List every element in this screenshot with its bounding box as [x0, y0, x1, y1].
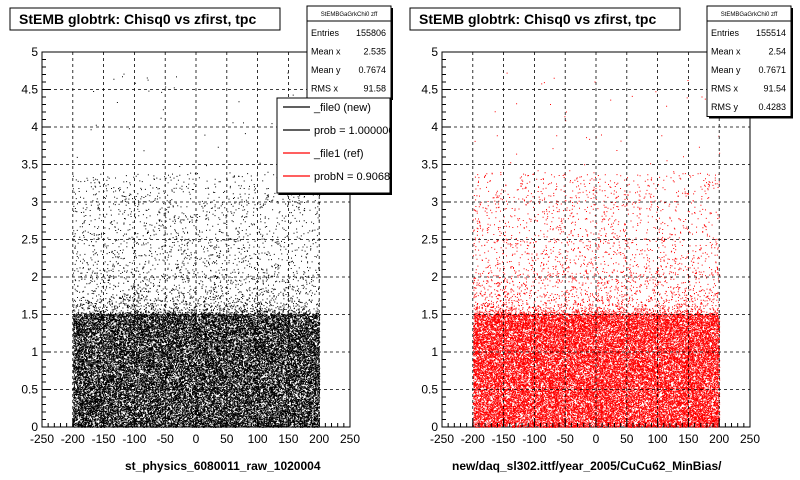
right-stats-value: 91.54 [763, 84, 786, 94]
right-title-box [409, 7, 681, 31]
right-y-tick-label: 2.5 [421, 233, 438, 247]
left-x-tick-label: 50 [220, 432, 234, 446]
right-points [472, 72, 721, 428]
right-stats-value: 2.54 [768, 47, 786, 57]
legend-label: _file1 (ref) [313, 148, 364, 160]
left-x-label: st_physics_6080011_raw_1020004 [125, 459, 321, 473]
right-stats-value: 155514 [756, 28, 786, 38]
left-tick-labels: -250 -200 -150 -100 -50 0 50 100 150 200 250 0 0.5 1 1… [21, 45, 360, 446]
right-ticks [441, 51, 751, 428]
left-y-tick-label: 3.5 [21, 158, 38, 172]
right-y-tick-label: 2 [431, 270, 438, 284]
right-stats-box: StEMBGaGrkChi0 zff Entries 155514 Mean x 2.5… [706, 5, 793, 119]
left-title-box [9, 7, 281, 31]
left-y-tick-label: 0.5 [21, 383, 38, 397]
left-stats-name: StEMBGaGrkChi0 zff [321, 12, 378, 18]
right-pad: -250 -200 -150 -100 -50 0 50 100 150 200 250 0 0.5 1 1… [409, 5, 793, 473]
right-tick-labels: -250 -200 -150 -100 -50 0 50 100 150 200 250 0 0.5 1 1… [421, 45, 760, 446]
right-y-tick-label: 3.5 [421, 158, 438, 172]
legend-frame [276, 97, 391, 194]
right-y-tick-label: 1.5 [421, 308, 438, 322]
right-y-tick-label: 5 [431, 45, 438, 59]
right-x-label: new/daq_sl302.ittf/year_2005/CuCu62_MinB… [452, 459, 722, 473]
left-x-tick-label: 150 [278, 432, 298, 446]
right-y-tick-label: 0 [431, 420, 438, 434]
right-stats-label: RMS x [711, 84, 739, 94]
left-x-tick-label: -200 [61, 432, 85, 446]
left-y-tick-label: 5 [31, 45, 38, 59]
right-stats-value: 0.4283 [758, 102, 786, 112]
left-point-cloud [72, 72, 321, 428]
right-x-tick-label: -50 [557, 432, 575, 446]
right-x-tick-label: -100 [522, 432, 546, 446]
left-stats-value: 155806 [356, 28, 386, 38]
left-y-tick-label: 4.5 [21, 83, 38, 97]
left-stats-value: 0.7674 [358, 65, 386, 75]
left-x-tick-label: -100 [122, 432, 146, 446]
right-x-tick-label: 50 [620, 432, 634, 446]
right-x-tick-label: -250 [430, 432, 454, 446]
left-x-tick-label: -150 [92, 432, 116, 446]
left-y-tick-label: 2.5 [21, 233, 38, 247]
legend-label: _file0 (new) [313, 102, 371, 114]
left-stats-label: Entries [311, 28, 340, 38]
left-points [72, 72, 321, 428]
left-title: StEMB globtrk: Chisq0 vs zfirst, tpc [19, 11, 256, 27]
left-x-tick-label: 250 [340, 432, 360, 446]
right-stats-label: Entries [711, 28, 740, 38]
right-stats-label: RMS y [711, 102, 739, 112]
right-y-tick-label: 1 [431, 345, 438, 359]
legend-label: probN = 0.906879 [314, 171, 402, 183]
left-x-tick-label: -250 [30, 432, 54, 446]
left-y-tick-label: 4 [31, 120, 38, 134]
right-grid [442, 52, 750, 427]
left-y-tick-label: 1 [31, 345, 38, 359]
right-x-tick-label: -200 [461, 432, 485, 446]
right-x-tick-label: -150 [492, 432, 516, 446]
left-x-tick-label: 200 [309, 432, 329, 446]
right-stats-label: Mean y [711, 65, 741, 75]
left-ticks [41, 51, 351, 428]
right-y-tick-label: 3 [431, 195, 438, 209]
right-x-tick-label: 250 [740, 432, 760, 446]
left-x-tick-label: 0 [193, 432, 200, 446]
right-stats-frame [706, 5, 792, 117]
left-stats-label: Mean x [311, 47, 341, 57]
left-y-tick-label: 3 [31, 195, 38, 209]
left-stats-value: 91.58 [363, 84, 386, 94]
right-y-tick-label: 0.5 [421, 383, 438, 397]
left-stats-box: StEMBGaGrkChi0 zff Entries 155806 Mean x 2.5… [306, 5, 393, 100]
left-grid [42, 52, 350, 427]
right-y-tick-label: 4 [431, 120, 438, 134]
right-point-cloud [472, 72, 721, 428]
left-x-tick-label: 100 [248, 432, 268, 446]
left-y-tick-label: 1.5 [21, 308, 38, 322]
right-y-tick-label: 4.5 [421, 83, 438, 97]
left-stats-label: Mean y [311, 65, 341, 75]
right-stats-label: Mean x [711, 47, 741, 57]
legend-box: _file0 (new) prob = 1.000000 _file1 (ref) p… [276, 97, 402, 195]
left-stats-value: 2.535 [363, 47, 386, 57]
right-stats-value: 0.7671 [758, 65, 786, 75]
right-title: StEMB globtrk: Chisq0 vs zfirst, tpc [419, 11, 656, 27]
right-x-tick-label: 150 [678, 432, 698, 446]
right-stats-name: StEMBGaGrkChi0 zff [721, 12, 778, 18]
right-x-tick-label: 0 [593, 432, 600, 446]
left-x-tick-label: -50 [157, 432, 175, 446]
right-x-tick-label: 200 [709, 432, 729, 446]
left-y-tick-label: 0 [31, 420, 38, 434]
left-y-tick-label: 2 [31, 270, 38, 284]
right-x-tick-label: 100 [648, 432, 668, 446]
left-stats-label: RMS x [311, 84, 339, 94]
left-pad: -250 -200 -150 -100 -50 0 50 100 150 200 250 0 0.5 1 1… [9, 5, 402, 473]
legend-label: prob = 1.000000 [314, 125, 394, 137]
